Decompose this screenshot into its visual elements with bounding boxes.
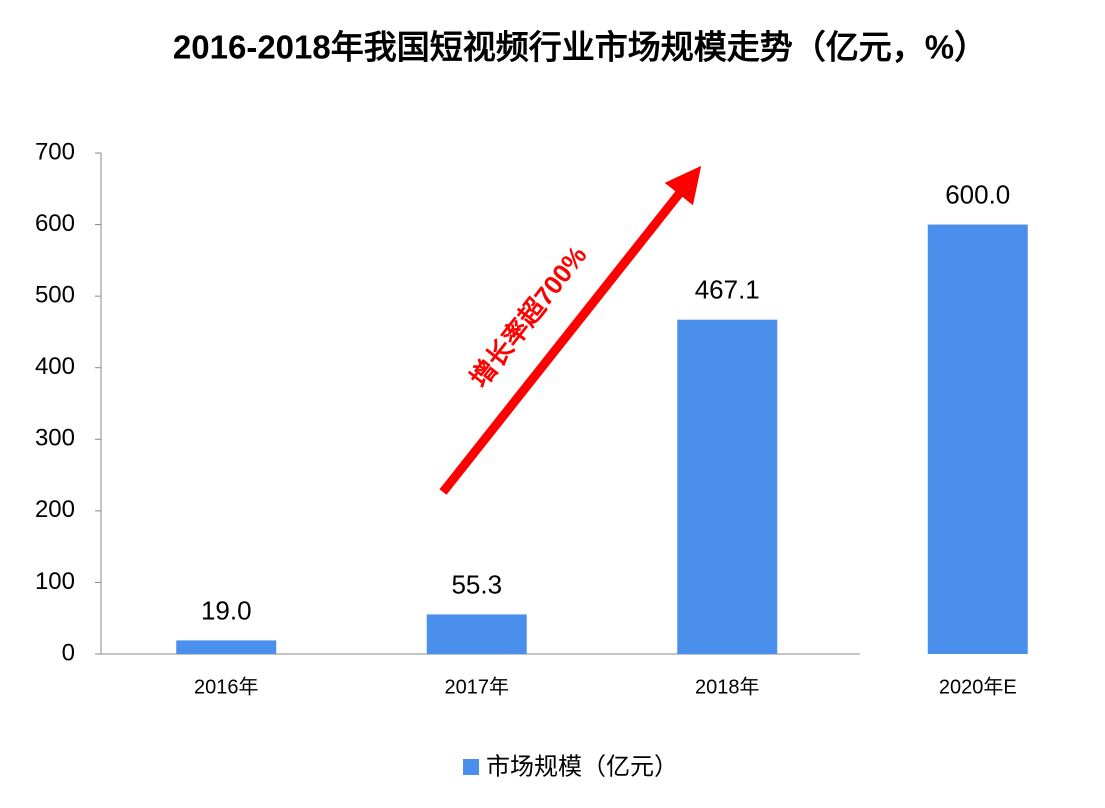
growth-arrow <box>439 165 702 495</box>
y-tick-label: 300 <box>35 425 75 452</box>
bar <box>677 319 778 654</box>
x-tick-label: 2020年E <box>939 675 1017 698</box>
y-tick-label: 600 <box>35 210 75 237</box>
y-tick-label: 500 <box>35 281 75 308</box>
legend-label: 市场规模（亿元） <box>486 753 678 780</box>
bar <box>426 614 527 654</box>
data-label: 600.0 <box>945 179 1010 209</box>
y-tick-label: 200 <box>35 496 75 523</box>
data-label: 19.0 <box>201 595 252 625</box>
y-tick-label: 100 <box>35 568 75 595</box>
data-label: 467.1 <box>695 275 760 305</box>
x-tick-label: 2016年 <box>194 675 259 698</box>
annotation: 增长率超700% <box>464 240 593 393</box>
y-tick-label: 0 <box>62 639 75 666</box>
x-tick-label: 2018年 <box>695 675 760 698</box>
y-tick-label: 700 <box>35 138 75 165</box>
y-tick-label: 400 <box>35 353 75 380</box>
data-label: 55.3 <box>451 569 502 599</box>
legend-swatch <box>463 759 479 775</box>
x-tick-label: 2017年 <box>445 675 510 698</box>
bar <box>176 640 277 654</box>
chart-title: 2016-2018年我国短视频行业市场规模走势（亿元，%） <box>173 29 987 66</box>
bar <box>927 224 1028 655</box>
